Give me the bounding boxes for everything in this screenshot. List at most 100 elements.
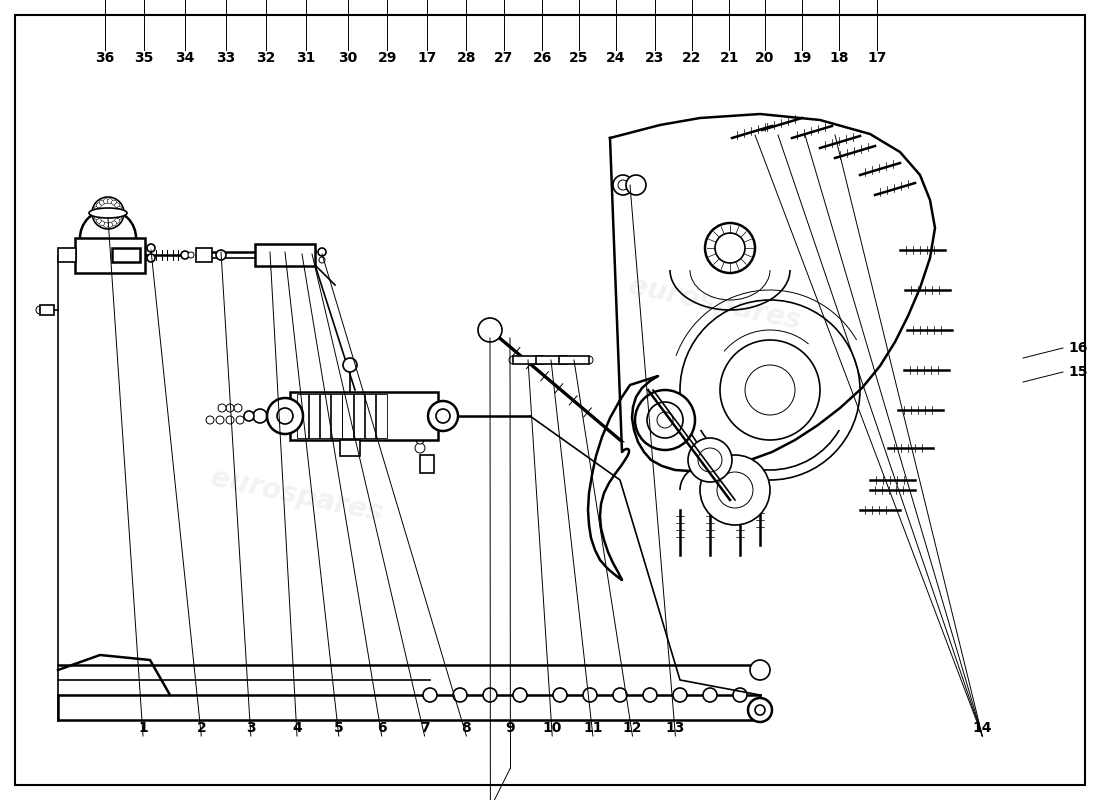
Circle shape [206,416,214,424]
Text: 4: 4 [293,721,301,735]
Circle shape [613,688,627,702]
Text: 22: 22 [682,50,702,65]
Text: 1: 1 [139,721,147,735]
Circle shape [188,252,194,258]
Circle shape [424,688,437,702]
Circle shape [700,455,770,525]
Circle shape [216,416,224,424]
Circle shape [216,250,225,260]
Circle shape [613,175,632,195]
Circle shape [280,256,289,264]
Circle shape [244,411,254,421]
Text: 28: 28 [456,50,476,65]
Circle shape [226,416,234,424]
Circle shape [182,251,189,259]
Text: 34: 34 [175,50,195,65]
Text: 9: 9 [506,721,515,735]
Text: 17: 17 [417,50,437,65]
Bar [513,356,543,364]
Circle shape [513,688,527,702]
Circle shape [318,248,326,256]
Bar [112,248,140,262]
Text: 24: 24 [606,50,626,65]
Circle shape [94,210,99,215]
Circle shape [647,402,683,438]
Ellipse shape [89,208,127,218]
Bar [290,392,438,440]
Circle shape [226,404,234,412]
Circle shape [309,257,315,263]
Text: 12: 12 [623,721,642,735]
Circle shape [271,248,279,256]
Text: 14: 14 [972,721,992,735]
Text: 32: 32 [256,50,276,65]
Text: 19: 19 [792,50,812,65]
Circle shape [147,254,155,262]
Circle shape [108,198,112,204]
Circle shape [111,200,117,205]
Circle shape [626,175,646,195]
Circle shape [748,698,772,722]
Circle shape [234,404,242,412]
Circle shape [97,218,101,223]
Text: 6: 6 [377,721,386,735]
Circle shape [618,180,628,190]
Circle shape [147,244,155,252]
Text: 16: 16 [1068,341,1088,355]
Text: 13: 13 [666,721,685,735]
Circle shape [99,221,104,226]
Circle shape [705,223,755,273]
Bar [340,440,360,456]
Bar [342,394,353,438]
Circle shape [117,206,122,211]
Circle shape [553,688,566,702]
Text: 21: 21 [719,50,739,65]
Circle shape [267,398,303,434]
Text: 26: 26 [532,50,552,65]
Bar [364,394,376,438]
Circle shape [715,233,745,263]
Circle shape [114,218,120,223]
Circle shape [116,243,125,253]
Circle shape [271,256,279,264]
Text: 5: 5 [334,721,343,735]
Bar [308,394,320,438]
Circle shape [99,200,104,205]
Circle shape [733,688,747,702]
Text: 2: 2 [197,721,206,735]
Bar [536,356,566,364]
Circle shape [343,358,358,372]
Text: 10: 10 [542,721,562,735]
Circle shape [280,248,289,256]
Bar [255,244,315,266]
Bar [58,248,76,262]
Text: 20: 20 [755,50,774,65]
Circle shape [95,214,99,220]
Circle shape [218,404,226,412]
Circle shape [688,438,732,482]
Text: 11: 11 [583,721,603,735]
Bar [40,305,54,315]
Circle shape [436,409,450,423]
Circle shape [673,688,688,702]
Circle shape [717,472,754,508]
Circle shape [755,705,764,715]
Circle shape [236,416,244,424]
Circle shape [644,688,657,702]
Circle shape [92,197,124,229]
Bar [559,356,588,364]
Circle shape [635,390,695,450]
Circle shape [319,257,324,263]
Circle shape [126,257,138,267]
Circle shape [117,214,122,220]
Circle shape [277,408,293,424]
Circle shape [583,688,597,702]
Bar [375,394,387,438]
Circle shape [253,409,267,423]
Circle shape [97,202,101,208]
Text: 30: 30 [338,50,358,65]
Text: 15: 15 [1068,365,1088,379]
Circle shape [116,257,125,267]
Circle shape [36,306,44,314]
Circle shape [453,688,468,702]
